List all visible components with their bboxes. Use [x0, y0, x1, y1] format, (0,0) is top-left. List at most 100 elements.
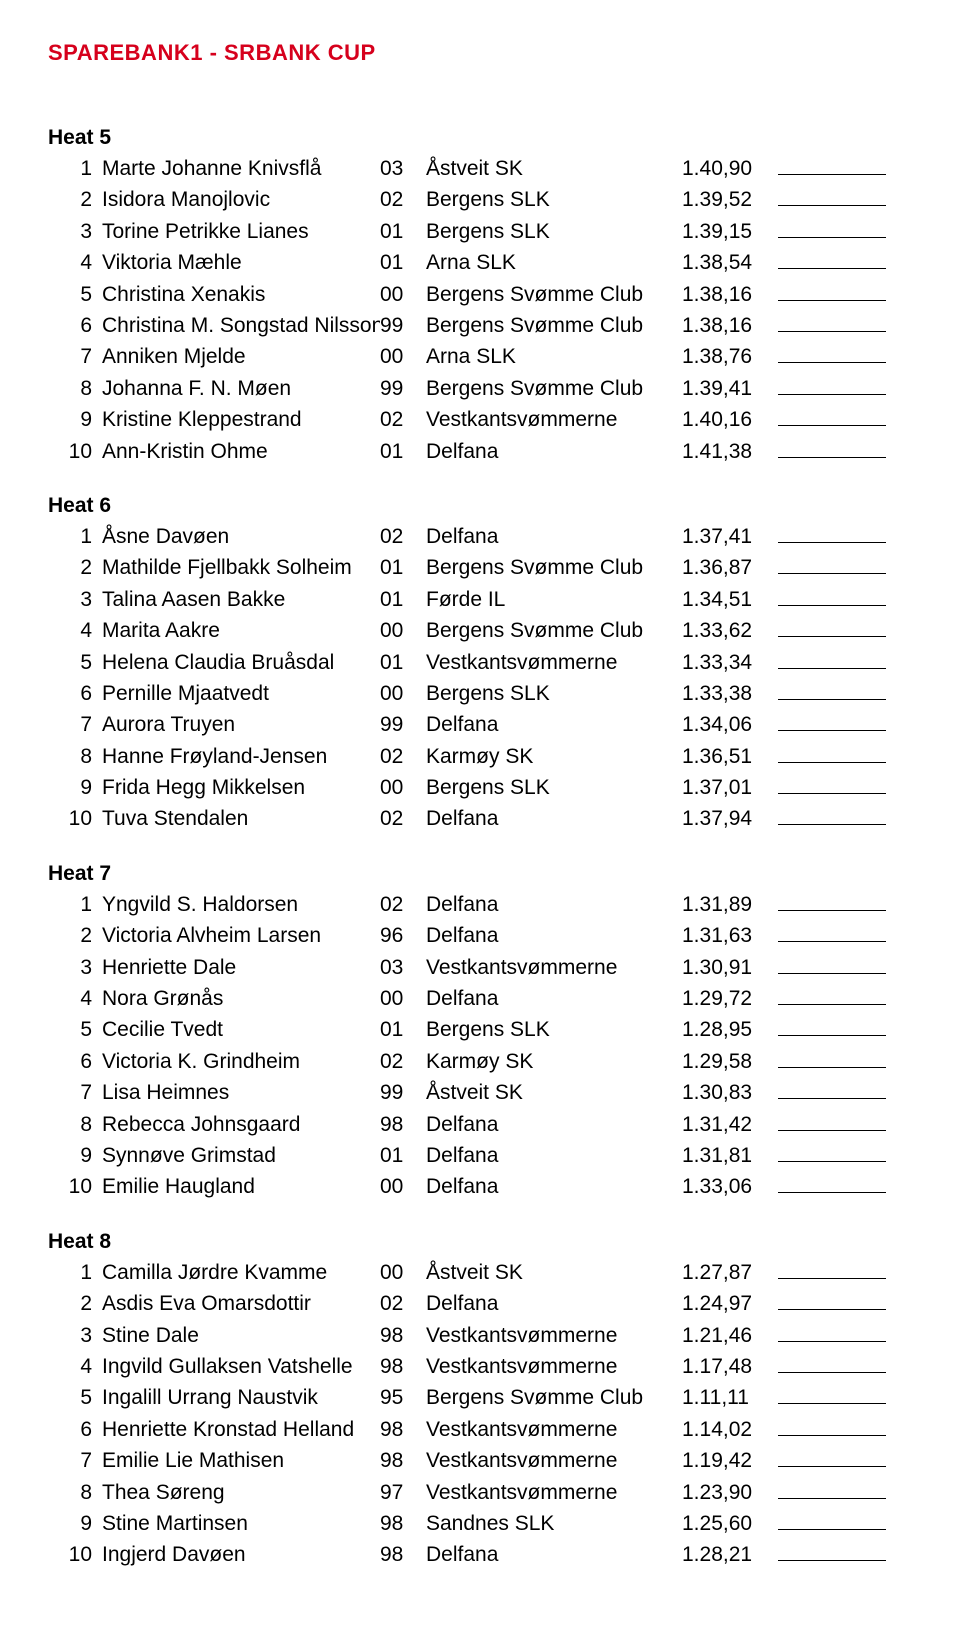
result-blank-line	[778, 215, 886, 238]
birth-year: 02	[380, 805, 426, 833]
result-blank-line	[778, 1287, 886, 1310]
result-blank-line	[778, 435, 886, 458]
heat-row: 6Henriette Kronstad Helland98Vestkantsvø…	[48, 1413, 912, 1444]
club-name: Åstveit SK	[426, 1259, 682, 1287]
result-blank-line	[778, 1507, 886, 1530]
seed-time: 1.40,16	[682, 406, 772, 434]
seed-time: 1.37,94	[682, 805, 772, 833]
swimmer-name: Kristine Kleppestrand	[102, 406, 380, 434]
club-name: Bergens SLK	[426, 218, 682, 246]
club-name: Delfana	[426, 805, 682, 833]
result-blank-line	[778, 982, 886, 1005]
swimmer-name: Henriette Dale	[102, 954, 380, 982]
result-blank-line	[778, 551, 886, 574]
lane-number: 1	[48, 1259, 102, 1287]
heat-row: 8Rebecca Johnsgaard98Delfana1.31,42	[48, 1108, 912, 1139]
swimmer-name: Hanne Frøyland-Jensen	[102, 743, 380, 771]
lane-number: 9	[48, 406, 102, 434]
swimmer-name: Pernille Mjaatvedt	[102, 680, 380, 708]
lane-number: 9	[48, 774, 102, 802]
birth-year: 01	[380, 586, 426, 614]
swimmer-name: Christina M. Songstad Nilsson	[102, 312, 380, 340]
birth-year: 01	[380, 1016, 426, 1044]
seed-time: 1.31,63	[682, 922, 772, 950]
club-name: Delfana	[426, 1541, 682, 1569]
swimmer-name: Emilie Lie Mathisen	[102, 1447, 380, 1475]
heat-row: 7Aurora Truyen99Delfana1.34,06	[48, 708, 912, 739]
birth-year: 99	[380, 1079, 426, 1107]
seed-time: 1.38,54	[682, 249, 772, 277]
seed-time: 1.27,87	[682, 1259, 772, 1287]
heats-container: Heat 51Marte Johanne Knivsflå03Åstveit S…	[48, 126, 912, 1570]
result-blank-line	[778, 1045, 886, 1068]
seed-time: 1.30,91	[682, 954, 772, 982]
club-name: Delfana	[426, 1173, 682, 1201]
lane-number: 6	[48, 680, 102, 708]
heat-row: 6Victoria K. Grindheim02Karmøy SK1.29,58	[48, 1045, 912, 1076]
birth-year: 98	[380, 1510, 426, 1538]
lane-number: 8	[48, 1111, 102, 1139]
seed-time: 1.30,83	[682, 1079, 772, 1107]
swimmer-name: Isidora Manojlovic	[102, 186, 380, 214]
heat-block: Heat 81Camilla Jørdre Kvamme00Åstveit SK…	[48, 1230, 912, 1570]
result-blank-line	[778, 677, 886, 700]
swimmer-name: Mathilde Fjellbakk Solheim	[102, 554, 380, 582]
club-name: Bergens SLK	[426, 186, 682, 214]
heat-row: 4Nora Grønås00Delfana1.29,72	[48, 982, 912, 1013]
lane-number: 10	[48, 1173, 102, 1201]
result-blank-line	[778, 888, 886, 911]
result-blank-line	[778, 771, 886, 794]
seed-time: 1.36,51	[682, 743, 772, 771]
birth-year: 00	[380, 281, 426, 309]
heat-title: Heat 8	[48, 1230, 912, 1254]
seed-time: 1.23,90	[682, 1479, 772, 1507]
lane-number: 3	[48, 586, 102, 614]
heat-row: 4Ingvild Gullaksen Vatshelle98Vestkantsv…	[48, 1350, 912, 1381]
swimmer-name: Tuva Stendalen	[102, 805, 380, 833]
seed-time: 1.38,16	[682, 312, 772, 340]
club-name: Vestkantsvømmerne	[426, 1322, 682, 1350]
heat-row: 3Talina Aasen Bakke01Førde IL1.34,51	[48, 583, 912, 614]
heat-row: 6Pernille Mjaatvedt00Bergens SLK1.33,38	[48, 677, 912, 708]
birth-year: 96	[380, 922, 426, 950]
heat-row: 3Henriette Dale03Vestkantsvømmerne1.30,9…	[48, 951, 912, 982]
swimmer-name: Ann-Kristin Ohme	[102, 438, 380, 466]
birth-year: 00	[380, 343, 426, 371]
birth-year: 00	[380, 617, 426, 645]
birth-year: 99	[380, 312, 426, 340]
swimmer-name: Helena Claudia Bruåsdal	[102, 649, 380, 677]
heat-row: 1Marte Johanne Knivsflå03Åstveit SK1.40,…	[48, 152, 912, 183]
seed-time: 1.31,81	[682, 1142, 772, 1170]
heat-row: 10Emilie Haugland00Delfana1.33,06	[48, 1170, 912, 1201]
birth-year: 03	[380, 155, 426, 183]
lane-number: 1	[48, 891, 102, 919]
club-name: Vestkantsvømmerne	[426, 1479, 682, 1507]
heat-row: 5Helena Claudia Bruåsdal01Vestkantsvømme…	[48, 645, 912, 676]
club-name: Bergens Svømme Club	[426, 617, 682, 645]
birth-year: 02	[380, 406, 426, 434]
heat-row: 7Lisa Heimnes99Åstveit SK1.30,83	[48, 1076, 912, 1107]
swimmer-name: Cecilie Tvedt	[102, 1016, 380, 1044]
heat-row: 5Christina Xenakis00Bergens Svømme Club1…	[48, 278, 912, 309]
club-name: Delfana	[426, 985, 682, 1013]
heat-row: 8Johanna F. N. Møen99Bergens Svømme Club…	[48, 372, 912, 403]
birth-year: 02	[380, 743, 426, 771]
birth-year: 01	[380, 554, 426, 582]
swimmer-name: Aurora Truyen	[102, 711, 380, 739]
birth-year: 97	[380, 1479, 426, 1507]
lane-number: 6	[48, 312, 102, 340]
birth-year: 00	[380, 680, 426, 708]
seed-time: 1.39,52	[682, 186, 772, 214]
swimmer-name: Åsne Davøen	[102, 523, 380, 551]
result-blank-line	[778, 1413, 886, 1436]
lane-number: 7	[48, 343, 102, 371]
club-name: Vestkantsvømmerne	[426, 406, 682, 434]
heat-block: Heat 61Åsne Davøen02Delfana1.37,412Mathi…	[48, 494, 912, 834]
birth-year: 01	[380, 438, 426, 466]
result-blank-line	[778, 403, 886, 426]
birth-year: 98	[380, 1111, 426, 1139]
heat-row: 8Thea Søreng97Vestkantsvømmerne1.23,90	[48, 1475, 912, 1506]
result-blank-line	[778, 614, 886, 637]
swimmer-name: Stine Dale	[102, 1322, 380, 1350]
lane-number: 8	[48, 375, 102, 403]
